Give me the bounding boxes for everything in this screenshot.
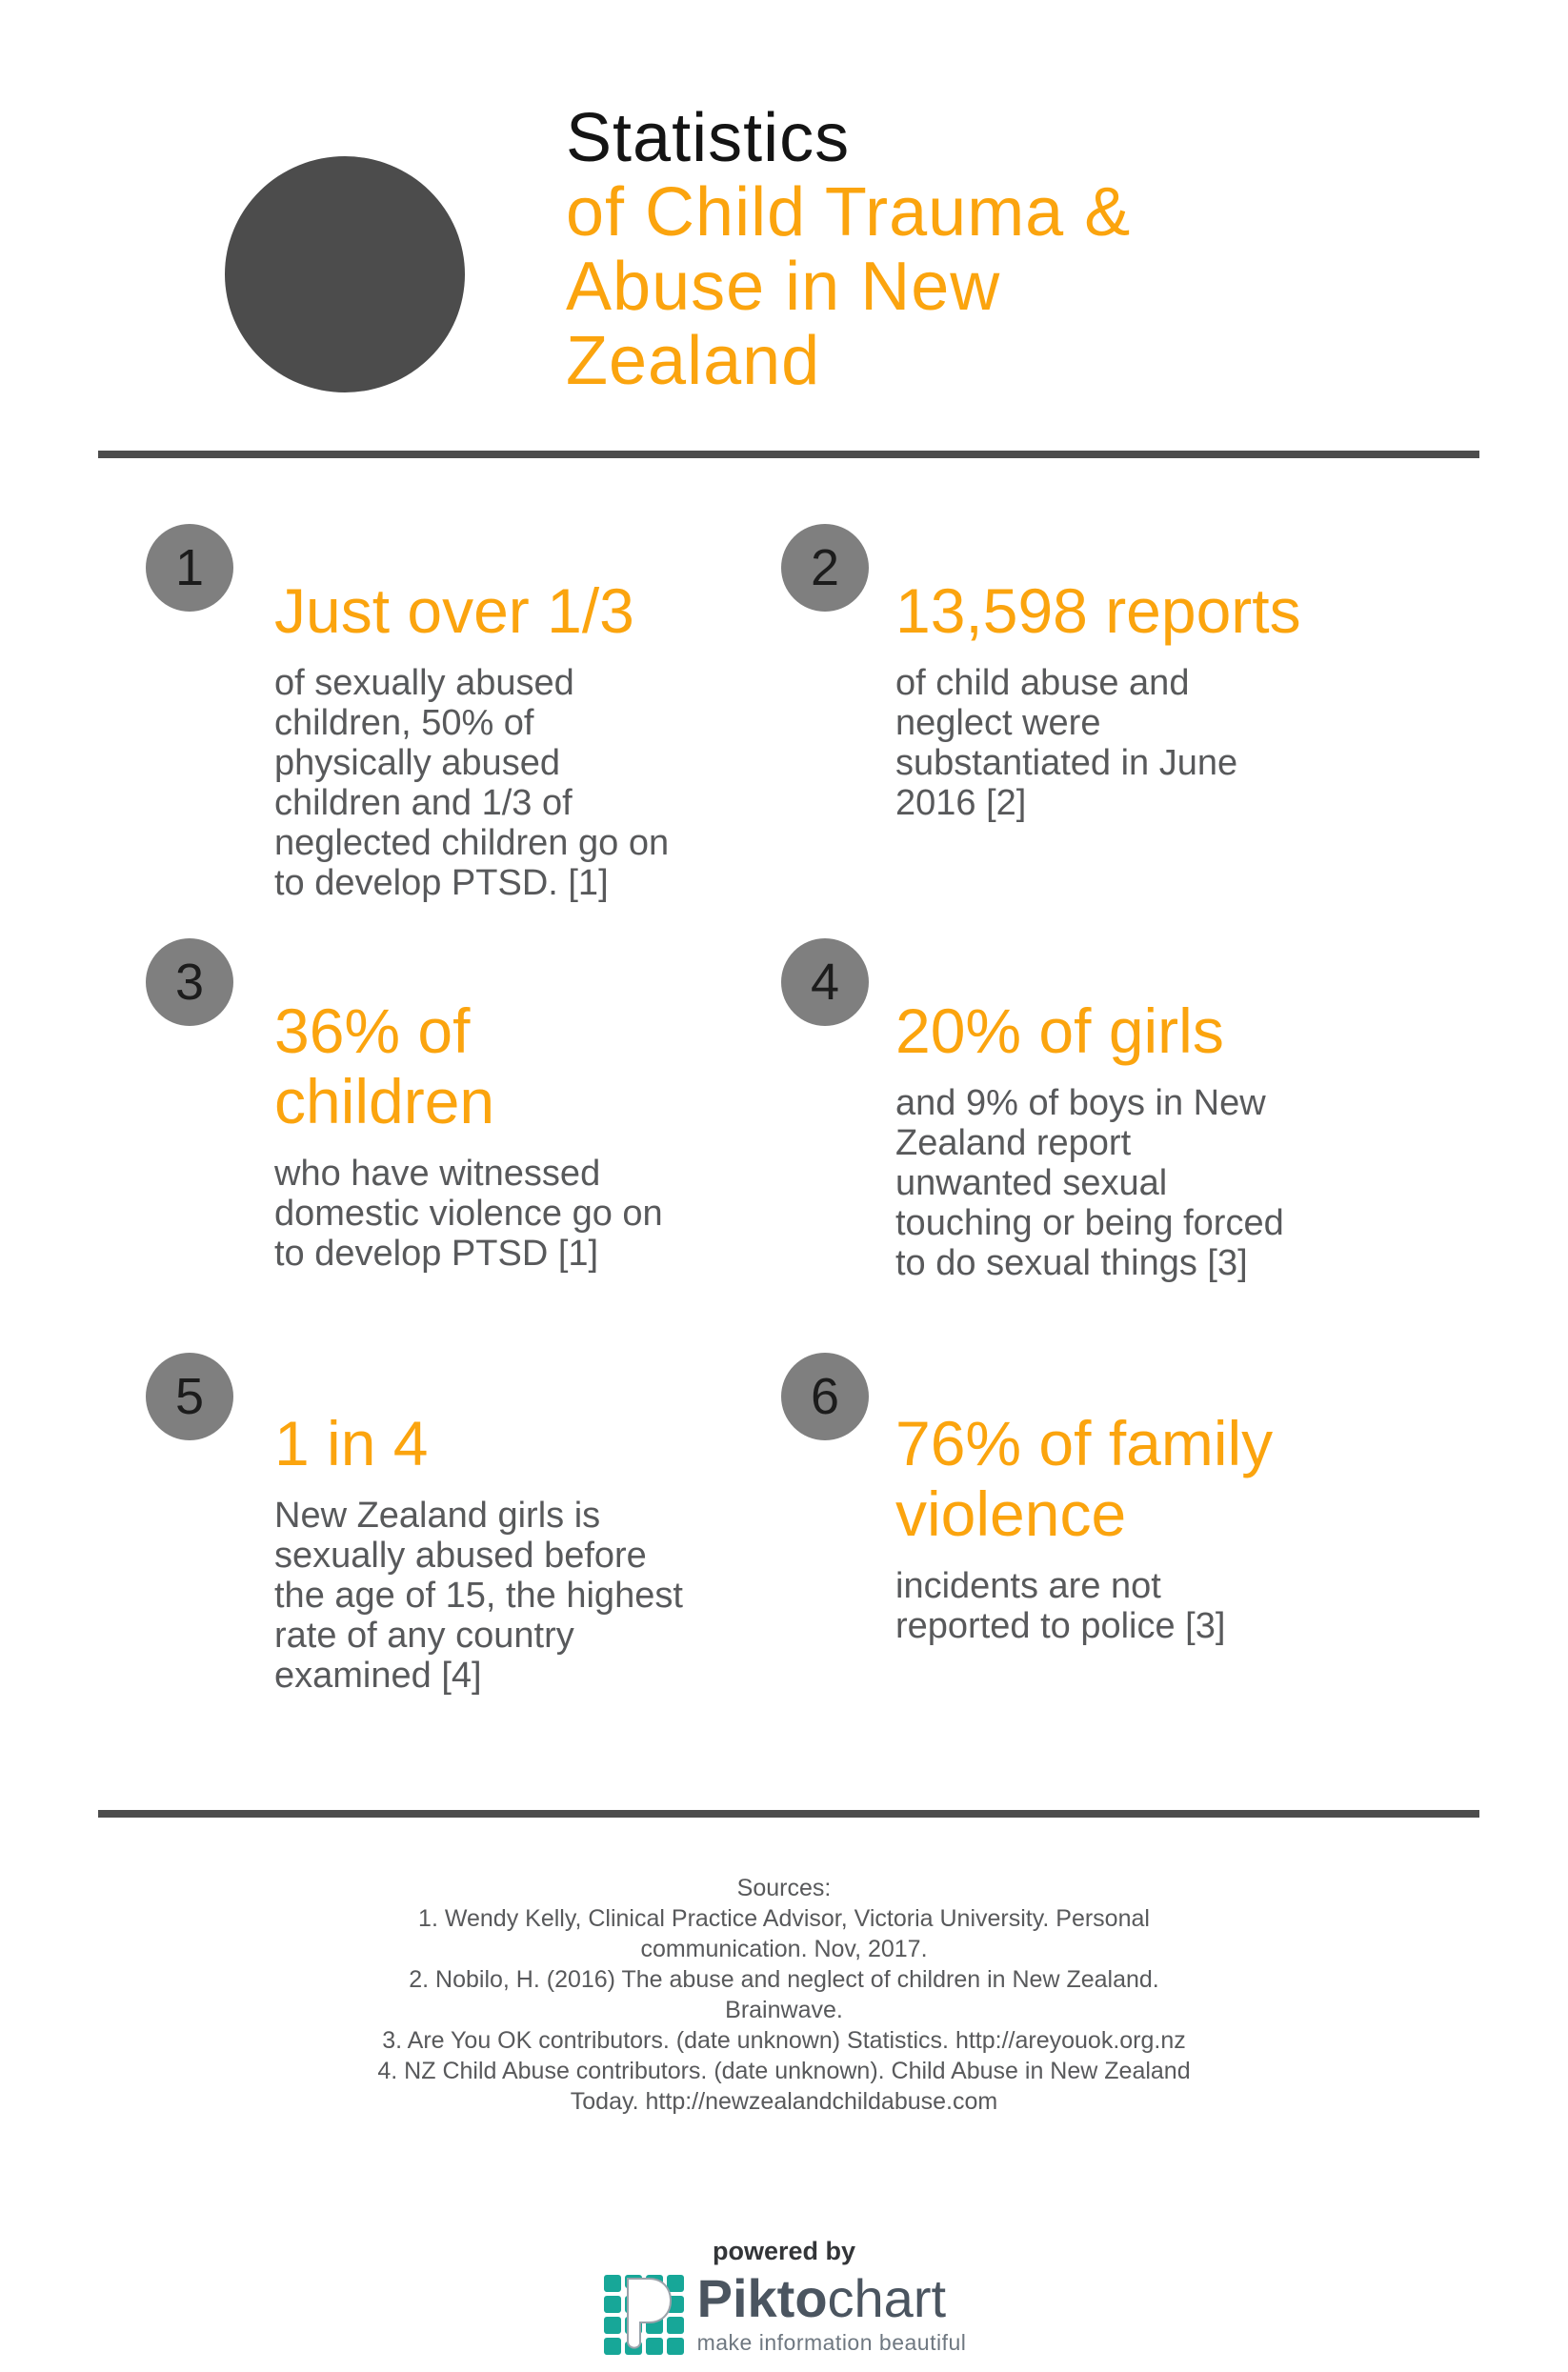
stat-text-4: 20% of girls and 9% of boys in New Zealan… <box>895 995 1448 1283</box>
page-title-line-black: Statistics <box>566 100 851 176</box>
sources-list: 1. Wendy Kelly, Clinical Practice Adviso… <box>377 1905 1191 2115</box>
brand-text: Piktochart make information beautiful <box>697 2272 967 2356</box>
stat-heading-2: 13,598 reports <box>895 575 1301 646</box>
stat-text-1: Just over 1/3 of sexually abused children… <box>274 575 827 903</box>
page-title-lines-orange: of Child Trauma & Abuse in New Zealand <box>566 174 1132 399</box>
piktochart-p-mosaic-icon <box>603 2275 684 2355</box>
brand-row: Piktochart make information beautiful <box>602 2272 967 2356</box>
sources-block: Sources: 1. Wendy Kelly, Clinical Practi… <box>0 1873 1568 2117</box>
stat-heading-3: 36% of children <box>274 995 495 1136</box>
stat-body-2: of child abuse and neglect were substantia… <box>895 663 1238 823</box>
stat-number-badge-2: 2 <box>781 524 869 612</box>
brand-name-bold: Pikto <box>696 2268 828 2328</box>
stat-body-6: incidents are not reported to police [3] <box>895 1566 1226 1646</box>
stat-number-badge-5: 5 <box>146 1353 233 1440</box>
stat-heading-4: 20% of girls <box>895 995 1224 1066</box>
stat-text-2: 13,598 reports of child abuse and neglect… <box>895 575 1448 823</box>
powered-by-label: powered by <box>712 2237 856 2265</box>
stat-heading-5: 1 in 4 <box>274 1408 429 1478</box>
decorative-circle <box>225 156 465 392</box>
stat-text-6: 76% of family violence incidents are not r… <box>895 1408 1448 1646</box>
stat-heading-6: 76% of family violence <box>895 1408 1274 1549</box>
page-title: Statistics of Child Trauma & Abuse in New… <box>566 101 1131 398</box>
stat-number-badge-4: 4 <box>781 938 869 1026</box>
stat-heading-1: Just over 1/3 <box>274 575 634 646</box>
stat-text-3: 36% of children who have witnessed domesti… <box>274 995 827 1274</box>
stat-text-5: 1 in 4 New Zealand girls is sexually abus… <box>274 1408 827 1696</box>
stat-body-4: and 9% of boys in New Zealand report unwan… <box>895 1083 1284 1283</box>
stat-body-3: who have witnessed domestic violence go o… <box>274 1154 663 1274</box>
top-divider <box>98 451 1479 458</box>
stat-number-badge-6: 6 <box>781 1353 869 1440</box>
stat-body-5: New Zealand girls is sexually abused befo… <box>274 1496 683 1696</box>
footer: powered by Pi <box>0 2237 1568 2356</box>
sources-title: Sources: <box>736 1875 832 1901</box>
brand-tagline: make information beautiful <box>696 2330 967 2355</box>
brand-wordmark: Piktochart <box>697 2272 967 2325</box>
stat-number-badge-1: 1 <box>146 524 233 612</box>
bottom-divider <box>98 1810 1479 1818</box>
stat-number-badge-3: 3 <box>146 938 233 1026</box>
stat-body-1: of sexually abused children, 50% of physic… <box>274 663 670 903</box>
brand-name-light: chart <box>827 2268 947 2328</box>
